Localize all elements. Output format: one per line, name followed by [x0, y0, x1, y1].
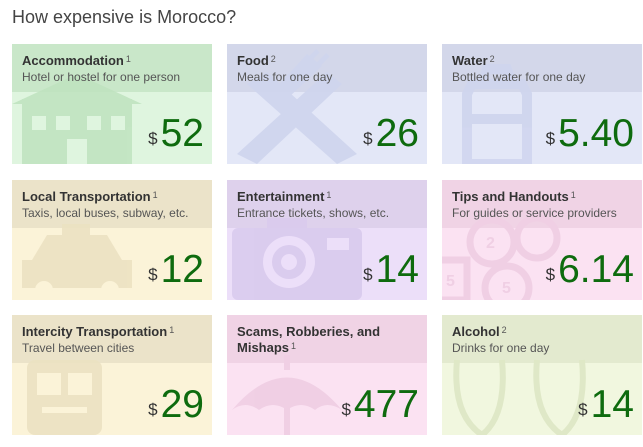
card-title: Water 2	[452, 53, 495, 68]
cost-grid: Accommodation 1 Hotel or hostel for one p…	[12, 44, 642, 436]
footnote-marker: 1	[326, 190, 332, 200]
price-amount: 6.14	[558, 248, 634, 291]
footnote-marker: 1	[291, 341, 297, 351]
currency-symbol: $	[545, 265, 556, 284]
currency-symbol: $	[148, 400, 158, 419]
card-header	[12, 315, 212, 363]
card-price: $ 477	[341, 385, 419, 425]
currency-symbol: $	[578, 400, 588, 419]
price-amount: 14	[375, 248, 419, 291]
card-title: Tips and Handouts 1	[452, 189, 576, 204]
card-subtitle: Bottled water for one day	[452, 70, 586, 84]
card-subtitle: Entrance tickets, shows, etc.	[237, 206, 390, 220]
card-price: $ 26	[363, 114, 419, 154]
card-water[interactable]: Water 2 Bottled water for one day $ 5.40	[442, 44, 642, 164]
card-subtitle: For guides or service providers	[452, 206, 617, 220]
card-title: Alcohol 2	[452, 324, 507, 339]
card-price: $ 14	[363, 250, 419, 290]
card-price: $ 12	[148, 250, 204, 290]
page-title: How expensive is Morocco?	[12, 7, 237, 27]
card-title: Entertainment 1	[237, 189, 332, 204]
card-subtitle: Travel between cities	[22, 341, 135, 355]
card-subtitle: Taxis, local buses, subway, etc.	[22, 206, 189, 220]
currency-symbol: $	[363, 265, 373, 284]
card-food[interactable]: Food 2 Meals for one day $ 26	[227, 44, 427, 164]
price-amount: 26	[375, 112, 419, 155]
currency-symbol: $	[363, 129, 373, 148]
currency-symbol: $	[148, 129, 158, 148]
card-header	[227, 315, 427, 363]
currency-symbol: $	[341, 400, 351, 419]
footnote-marker: 2	[270, 54, 276, 64]
card-title: Food 2	[237, 53, 276, 68]
card-title: Scams, Robberies, and Mishaps 1	[237, 324, 381, 355]
card-tips-and-handouts[interactable]: 2 5 5 Tips and Handouts 1 For guides or s…	[442, 180, 642, 300]
card-entertainment[interactable]: Entertainment 1 Entrance tickets, shows, …	[227, 180, 427, 300]
footnote-marker: 1	[152, 190, 158, 200]
card-title: Local Transportation 1	[22, 189, 158, 204]
footnote-marker: 1	[125, 54, 131, 64]
card-scams-robberies-mishaps[interactable]: Scams, Robberies, and Mishaps 1 $ 477	[227, 315, 427, 435]
currency-symbol: $	[545, 129, 556, 148]
price-amount: 52	[160, 112, 204, 155]
footnote-marker: 1	[570, 190, 576, 200]
card-accommodation[interactable]: Accommodation 1 Hotel or hostel for one p…	[12, 44, 212, 164]
card-alcohol[interactable]: Alcohol 2 Drinks for one day $ 14	[442, 315, 642, 435]
card-title: Intercity Transportation 1	[22, 324, 175, 339]
card-price: $ 14	[578, 385, 634, 425]
card-header	[12, 180, 212, 228]
card-price: $ 29	[148, 385, 204, 425]
card-header	[442, 315, 642, 363]
footnote-marker: 2	[489, 54, 495, 64]
card-header	[227, 180, 427, 228]
card-intercity-transportation[interactable]: Intercity Transportation 1 Travel between…	[12, 315, 212, 435]
card-subtitle: Hotel or hostel for one person	[22, 70, 181, 84]
card-local-transportation[interactable]: Local Transportation 1 Taxis, local buses…	[12, 180, 212, 300]
footnote-marker: 1	[169, 325, 175, 335]
footnote-marker: 2	[501, 325, 507, 335]
card-price: $ 52	[148, 114, 204, 154]
price-amount: 477	[353, 383, 419, 426]
price-amount: 29	[160, 383, 204, 426]
currency-symbol: $	[148, 265, 158, 284]
price-amount: 14	[590, 383, 634, 426]
price-amount: 5.40	[558, 112, 634, 155]
card-subtitle: Drinks for one day	[452, 341, 550, 355]
card-price: $ 6.14	[546, 250, 634, 290]
card-title: Accommodation 1	[22, 53, 131, 68]
card-subtitle: Meals for one day	[237, 70, 333, 84]
price-amount: 12	[160, 248, 204, 291]
card-price: $ 5.40	[546, 114, 634, 154]
